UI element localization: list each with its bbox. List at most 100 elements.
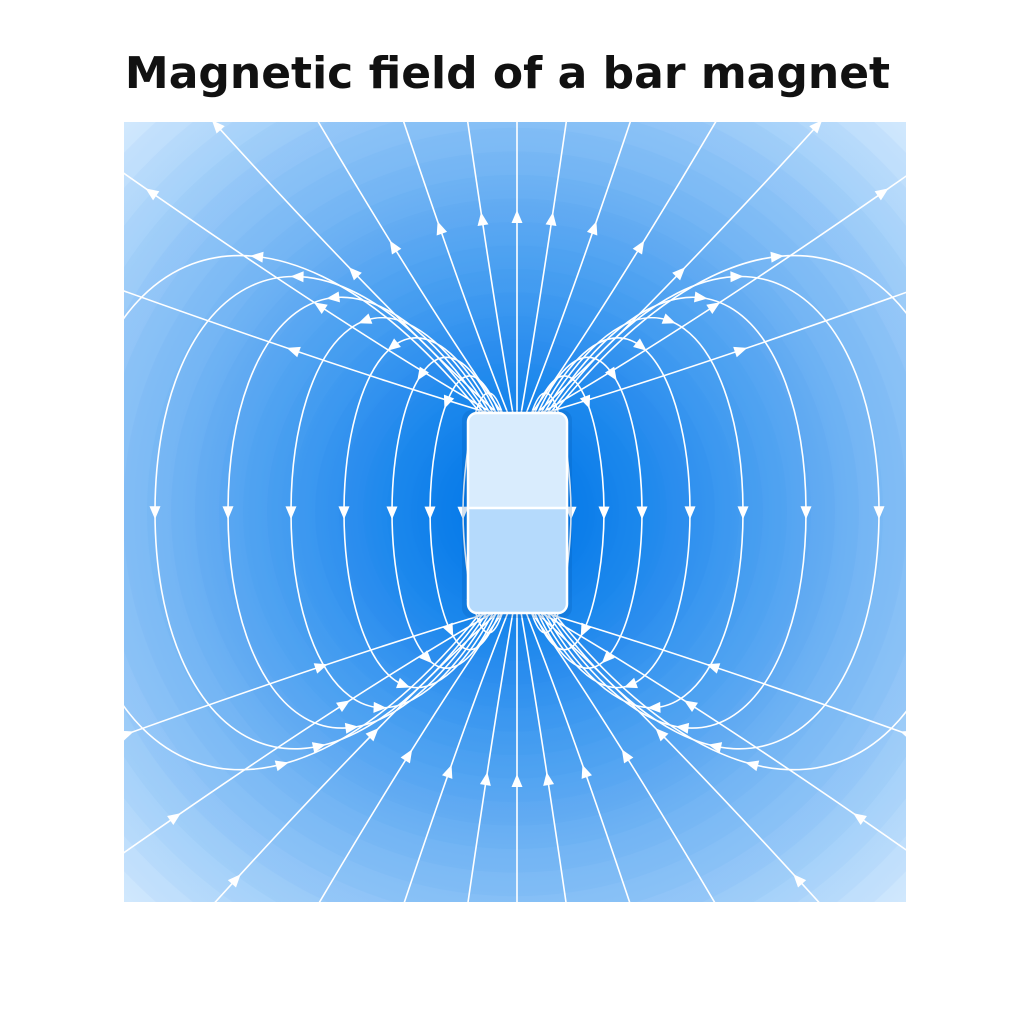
field-arrow: [348, 267, 362, 281]
field-line: [525, 612, 631, 902]
field-arrow: [720, 917, 736, 934]
field-arrow: [853, 813, 867, 826]
field-arrow: [873, 506, 885, 520]
field-line: [520, 612, 567, 902]
field-arrow: [633, 338, 647, 351]
field-arrow: [326, 291, 341, 303]
field-line: [124, 612, 490, 736]
field-arrow: [479, 772, 491, 786]
field-arrow: [598, 506, 610, 520]
field-arrow: [149, 506, 161, 520]
field-arrow: [900, 730, 906, 742]
field-arrow: [706, 302, 721, 314]
field-arrow: [570, 966, 583, 980]
field-arrow: [581, 764, 592, 779]
field-arrow: [91, 275, 107, 290]
field-line: [124, 290, 490, 414]
field-line: [466, 122, 514, 414]
field-arrow: [311, 742, 326, 753]
magnet-outline: [466, 411, 569, 615]
field-arrow: [580, 622, 592, 637]
field-arrow: [227, 874, 241, 888]
field-arrow: [601, 650, 615, 664]
field-arrow: [737, 506, 749, 520]
field-line: [525, 122, 632, 414]
field-arrow: [387, 338, 401, 351]
field-arrow: [379, 950, 394, 966]
field-arrow: [443, 394, 455, 409]
field-arrow: [545, 212, 557, 226]
field-arrow: [274, 760, 289, 772]
field-arrow: [358, 313, 373, 324]
field-arrows: [91, 14, 967, 983]
field-line: [318, 612, 503, 902]
field-arrow: [417, 366, 430, 381]
field-arrow: [211, 122, 225, 134]
field-arrow: [655, 728, 669, 742]
field-arrow: [386, 506, 398, 520]
field-arrow: [647, 701, 661, 713]
field-arrow: [344, 722, 359, 734]
field-arrow: [604, 366, 617, 381]
field-arrow: [586, 221, 598, 236]
field-arrow: [675, 722, 690, 734]
field-line: [544, 291, 906, 414]
diagram-title: Magnetic field of a bar magnet: [124, 48, 891, 99]
field-arrow: [632, 240, 645, 255]
field-line: [467, 612, 514, 902]
field-arrow: [338, 506, 350, 520]
field-arrow: [733, 346, 748, 358]
field-arrow: [313, 302, 328, 314]
field-line: [536, 122, 822, 414]
field-arrow: [419, 650, 433, 664]
field-arrow: [693, 291, 708, 303]
field-arrow: [641, 950, 656, 966]
field-arrow: [684, 700, 698, 713]
field-arrow: [874, 188, 889, 201]
field-arrow: [956, 506, 967, 519]
field-arrow: [457, 506, 469, 520]
field-line: [317, 122, 503, 414]
field-arrow: [574, 17, 587, 31]
field-arrow: [167, 813, 181, 826]
field-arrow: [672, 267, 686, 281]
magnet-south-fill: [468, 508, 567, 538]
field-arrow: [124, 730, 134, 742]
field-arrow: [285, 506, 297, 520]
field-arrow: [442, 764, 453, 779]
field-arrow: [373, 701, 387, 713]
field-arrow: [286, 346, 301, 358]
field-arrow: [621, 749, 634, 764]
field-arrow: [389, 240, 402, 255]
bar-magnet: [462, 410, 572, 618]
field-line: [402, 122, 509, 414]
field-line: [536, 612, 820, 902]
field-line: [124, 172, 493, 414]
field-arrow: [290, 271, 304, 283]
field-arrow: [543, 772, 555, 786]
field-arrow: [735, 67, 751, 84]
field-arrow: [452, 966, 465, 980]
field-arrow: [511, 774, 523, 787]
field-arrow: [650, 33, 664, 49]
magnet-north-fill: [468, 480, 567, 509]
field-arrow: [512, 14, 523, 27]
field-arrow: [730, 271, 744, 283]
field-arrow: [222, 506, 234, 520]
field-arrow: [298, 917, 314, 934]
field-line: [124, 612, 493, 854]
field-arrow: [145, 188, 160, 201]
field-arrow: [477, 212, 489, 226]
field-arrow: [250, 251, 264, 263]
field-arrow: [708, 742, 723, 753]
field-arrow: [370, 33, 384, 49]
field-arrow: [442, 622, 454, 637]
field-arrow: [684, 506, 696, 520]
field-arrow: [793, 874, 807, 888]
field-arrow: [365, 728, 379, 742]
field-arrow: [512, 970, 523, 983]
field-line: [214, 612, 498, 902]
field-arrow: [511, 210, 523, 223]
field-line: [544, 612, 906, 735]
